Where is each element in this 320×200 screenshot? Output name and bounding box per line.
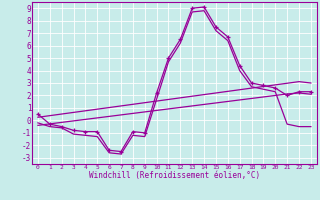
X-axis label: Windchill (Refroidissement éolien,°C): Windchill (Refroidissement éolien,°C) [89,171,260,180]
